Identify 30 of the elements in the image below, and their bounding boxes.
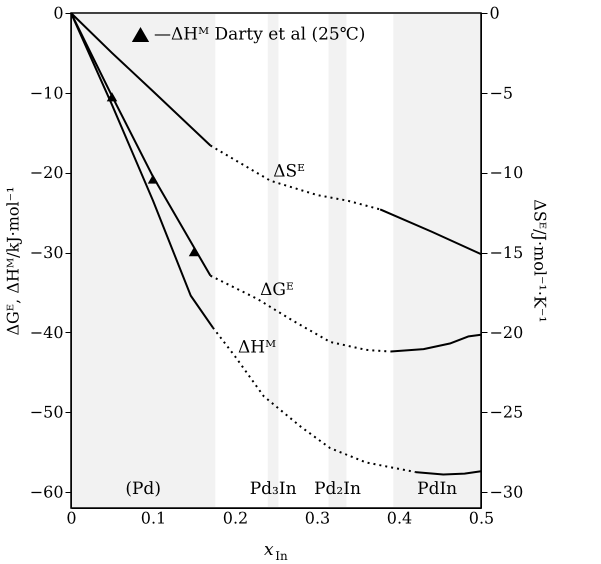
y-tick-label: −20 xyxy=(30,163,64,182)
series-label: ΔSᴱ xyxy=(273,162,305,182)
y2-tick-label: −15 xyxy=(490,243,524,262)
band-label: Pd₂In xyxy=(314,479,361,499)
x-tick-label: 0.5 xyxy=(468,508,494,528)
y2-tick-label: −20 xyxy=(490,322,524,342)
y-tick-label: 0 xyxy=(53,4,64,22)
x-tick-label: 0 xyxy=(66,508,77,528)
band-label: Pd₃In xyxy=(250,479,297,499)
x-tick-label: 0.4 xyxy=(386,508,412,528)
y-tick-label: −10 xyxy=(30,83,64,102)
y2-axis-title: ΔSᴱ/J·mol⁻¹·K⁻¹ xyxy=(530,199,550,323)
y-tick-label: −50 xyxy=(30,402,64,422)
y-tick-label: −40 xyxy=(30,322,64,342)
y2-tick-label: 0 xyxy=(490,4,500,22)
y2-tick-label: −30 xyxy=(490,482,524,502)
y2-tick-label: −5 xyxy=(490,83,514,102)
y-tick-label: −60 xyxy=(30,482,64,502)
y2-tick-label: −10 xyxy=(490,163,524,182)
y-tick-label: −30 xyxy=(30,243,64,262)
y2-tick-label: −25 xyxy=(490,402,524,422)
x-tick-label: 0.3 xyxy=(304,508,330,528)
band-label: (Pd) xyxy=(125,479,161,499)
x-tick-label: 0.2 xyxy=(222,508,248,528)
series-label: ΔHᴹ xyxy=(238,337,276,358)
y-axis-title: ΔGᴱ, ΔHᴹ/kJ·mol⁻¹ xyxy=(4,186,23,336)
series-label: ΔGᴱ xyxy=(260,280,294,300)
band-label: PdIn xyxy=(417,479,458,499)
legend-label: —ΔHᴹ Darty et al (25℃) xyxy=(154,24,366,44)
x-tick-label: 0.1 xyxy=(140,508,166,528)
